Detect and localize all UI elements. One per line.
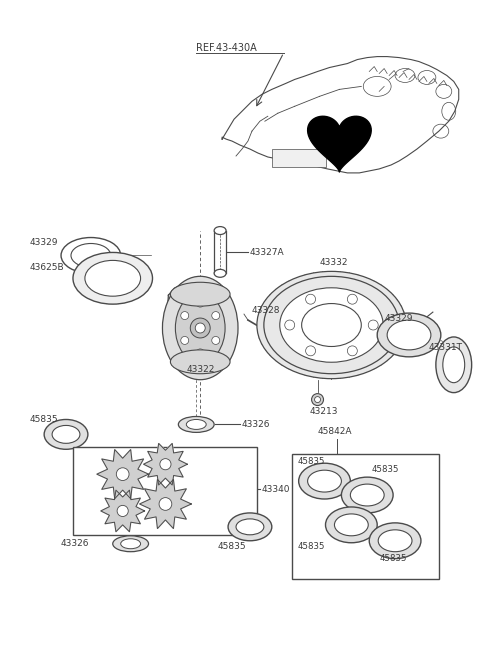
Circle shape (159, 497, 172, 510)
Ellipse shape (61, 238, 120, 273)
Circle shape (181, 311, 189, 319)
Ellipse shape (44, 419, 88, 449)
Ellipse shape (378, 530, 412, 552)
Text: 43326: 43326 (61, 539, 90, 548)
Text: 45835: 45835 (29, 415, 58, 424)
Circle shape (195, 323, 205, 333)
Ellipse shape (257, 271, 406, 378)
Text: 43327A: 43327A (250, 248, 285, 257)
Circle shape (285, 320, 295, 330)
Polygon shape (308, 116, 371, 172)
Text: 43328: 43328 (252, 306, 280, 315)
Ellipse shape (369, 523, 421, 558)
Circle shape (312, 394, 324, 405)
Text: 45835: 45835 (379, 554, 407, 563)
Circle shape (181, 336, 189, 344)
Ellipse shape (264, 277, 399, 374)
Circle shape (314, 397, 321, 403)
Ellipse shape (280, 288, 383, 362)
Ellipse shape (228, 513, 272, 541)
Ellipse shape (443, 347, 465, 382)
Text: 43213: 43213 (310, 407, 338, 416)
Circle shape (212, 311, 220, 319)
Ellipse shape (325, 507, 377, 543)
Bar (272, 149, 326, 167)
Ellipse shape (73, 252, 153, 304)
Text: 45835: 45835 (218, 542, 246, 551)
Text: 45835: 45835 (298, 457, 325, 466)
Polygon shape (144, 443, 187, 485)
Polygon shape (101, 490, 144, 532)
Polygon shape (140, 480, 192, 529)
Ellipse shape (335, 514, 368, 536)
Ellipse shape (341, 477, 393, 513)
Text: 43331T: 43331T (429, 344, 463, 352)
Ellipse shape (301, 304, 361, 346)
Text: 43329: 43329 (29, 238, 58, 247)
Circle shape (190, 318, 210, 338)
Text: 43625B: 43625B (29, 263, 64, 272)
Text: REF.43-430A: REF.43-430A (196, 43, 257, 53)
Circle shape (368, 320, 378, 330)
Ellipse shape (299, 463, 350, 499)
Ellipse shape (377, 313, 441, 357)
Circle shape (117, 505, 128, 516)
Circle shape (306, 346, 315, 356)
Ellipse shape (113, 536, 148, 552)
Ellipse shape (214, 269, 226, 277)
Text: 45842A: 45842A (318, 427, 352, 436)
Text: 43332: 43332 (320, 258, 348, 267)
Circle shape (212, 336, 220, 344)
Text: 43340: 43340 (262, 485, 290, 493)
Text: 43329: 43329 (384, 313, 413, 323)
Ellipse shape (85, 260, 141, 296)
Ellipse shape (436, 337, 472, 393)
Circle shape (306, 294, 315, 304)
Text: 45835: 45835 (298, 542, 325, 551)
Circle shape (160, 459, 171, 470)
Ellipse shape (170, 350, 230, 374)
Ellipse shape (170, 283, 230, 306)
Ellipse shape (52, 426, 80, 443)
Ellipse shape (236, 519, 264, 535)
Ellipse shape (162, 277, 238, 380)
Ellipse shape (350, 484, 384, 506)
Ellipse shape (186, 419, 206, 430)
Ellipse shape (175, 293, 225, 363)
Circle shape (196, 349, 204, 357)
Bar (292, 454, 439, 579)
Bar (73, 447, 257, 535)
Polygon shape (97, 449, 148, 499)
Ellipse shape (308, 470, 341, 492)
Polygon shape (168, 283, 228, 330)
Circle shape (348, 346, 357, 356)
Ellipse shape (71, 244, 111, 267)
Text: 43326: 43326 (242, 420, 271, 429)
Ellipse shape (387, 320, 431, 350)
Ellipse shape (179, 417, 214, 432)
Text: 45835: 45835 (371, 464, 399, 474)
Text: 43322: 43322 (186, 365, 215, 374)
Circle shape (348, 294, 357, 304)
Circle shape (196, 299, 204, 307)
Circle shape (116, 468, 129, 480)
Ellipse shape (214, 227, 226, 235)
Ellipse shape (120, 539, 141, 549)
